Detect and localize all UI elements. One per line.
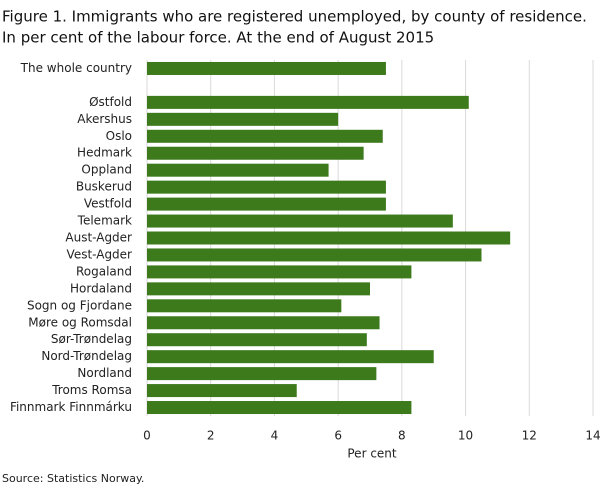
y-tick-label: Vestfold	[84, 197, 132, 211]
y-tick-label: Buskerud	[76, 180, 132, 194]
bar	[147, 231, 511, 245]
y-tick-label: Sør-Trøndelag	[51, 332, 132, 346]
bar	[147, 350, 434, 364]
y-tick-label: Nordland	[77, 366, 132, 380]
y-tick-label: Akershus	[77, 112, 132, 126]
bar	[147, 333, 367, 347]
y-tick-label: Rogaland	[76, 264, 132, 278]
x-tick-label: 2	[207, 429, 215, 443]
bar	[147, 129, 383, 143]
source: Source: Statistics Norway.	[2, 472, 144, 485]
x-tick-label: 10	[458, 429, 473, 443]
y-tick-label: Vest-Agder	[67, 247, 133, 261]
x-axis-label: Per cent	[347, 447, 397, 461]
bar	[147, 401, 412, 415]
x-tick-label: 12	[522, 429, 537, 443]
chart-title: Figure 1. Immigrants who are registered …	[2, 8, 587, 26]
chart-subtitle: In per cent of the labour force. At the …	[2, 29, 434, 47]
bar	[147, 265, 412, 279]
bar	[147, 163, 329, 177]
x-tick-label: 4	[271, 429, 279, 443]
bar	[147, 248, 482, 262]
y-tick-label: Hedmark	[77, 146, 132, 160]
bar	[147, 61, 386, 75]
bar	[147, 384, 297, 398]
x-tick-label: 0	[143, 429, 151, 443]
bar	[147, 214, 453, 228]
y-tick-label: Oppland	[81, 163, 132, 177]
y-tick-label: Hordaland	[70, 281, 132, 295]
bar	[147, 180, 386, 194]
y-tick-label: Finnmark Finnmárku	[10, 400, 132, 414]
bar	[147, 282, 370, 296]
y-tick-label: Oslo	[106, 129, 132, 143]
y-tick-label: Møre og Romsdal	[28, 315, 132, 329]
y-tick-label: Aust-Agder	[65, 231, 132, 245]
bar	[147, 316, 380, 330]
y-tick-label: Østfold	[89, 95, 132, 109]
x-tick-label: 6	[334, 429, 342, 443]
bar	[147, 112, 339, 126]
y-tick-label: Nord-Trøndelag	[41, 349, 132, 363]
y-tick-label: The whole country	[20, 61, 132, 75]
bar	[147, 367, 377, 381]
y-tick-label: Troms Romsa	[51, 383, 132, 397]
y-tick-label: Telemark	[77, 214, 132, 228]
bar	[147, 299, 342, 313]
x-tick-label: 8	[398, 429, 406, 443]
bar	[147, 95, 469, 109]
bar	[147, 146, 364, 160]
bar	[147, 197, 386, 211]
y-tick-label: Sogn og Fjordane	[27, 298, 132, 312]
x-tick-label: 14	[585, 429, 600, 443]
